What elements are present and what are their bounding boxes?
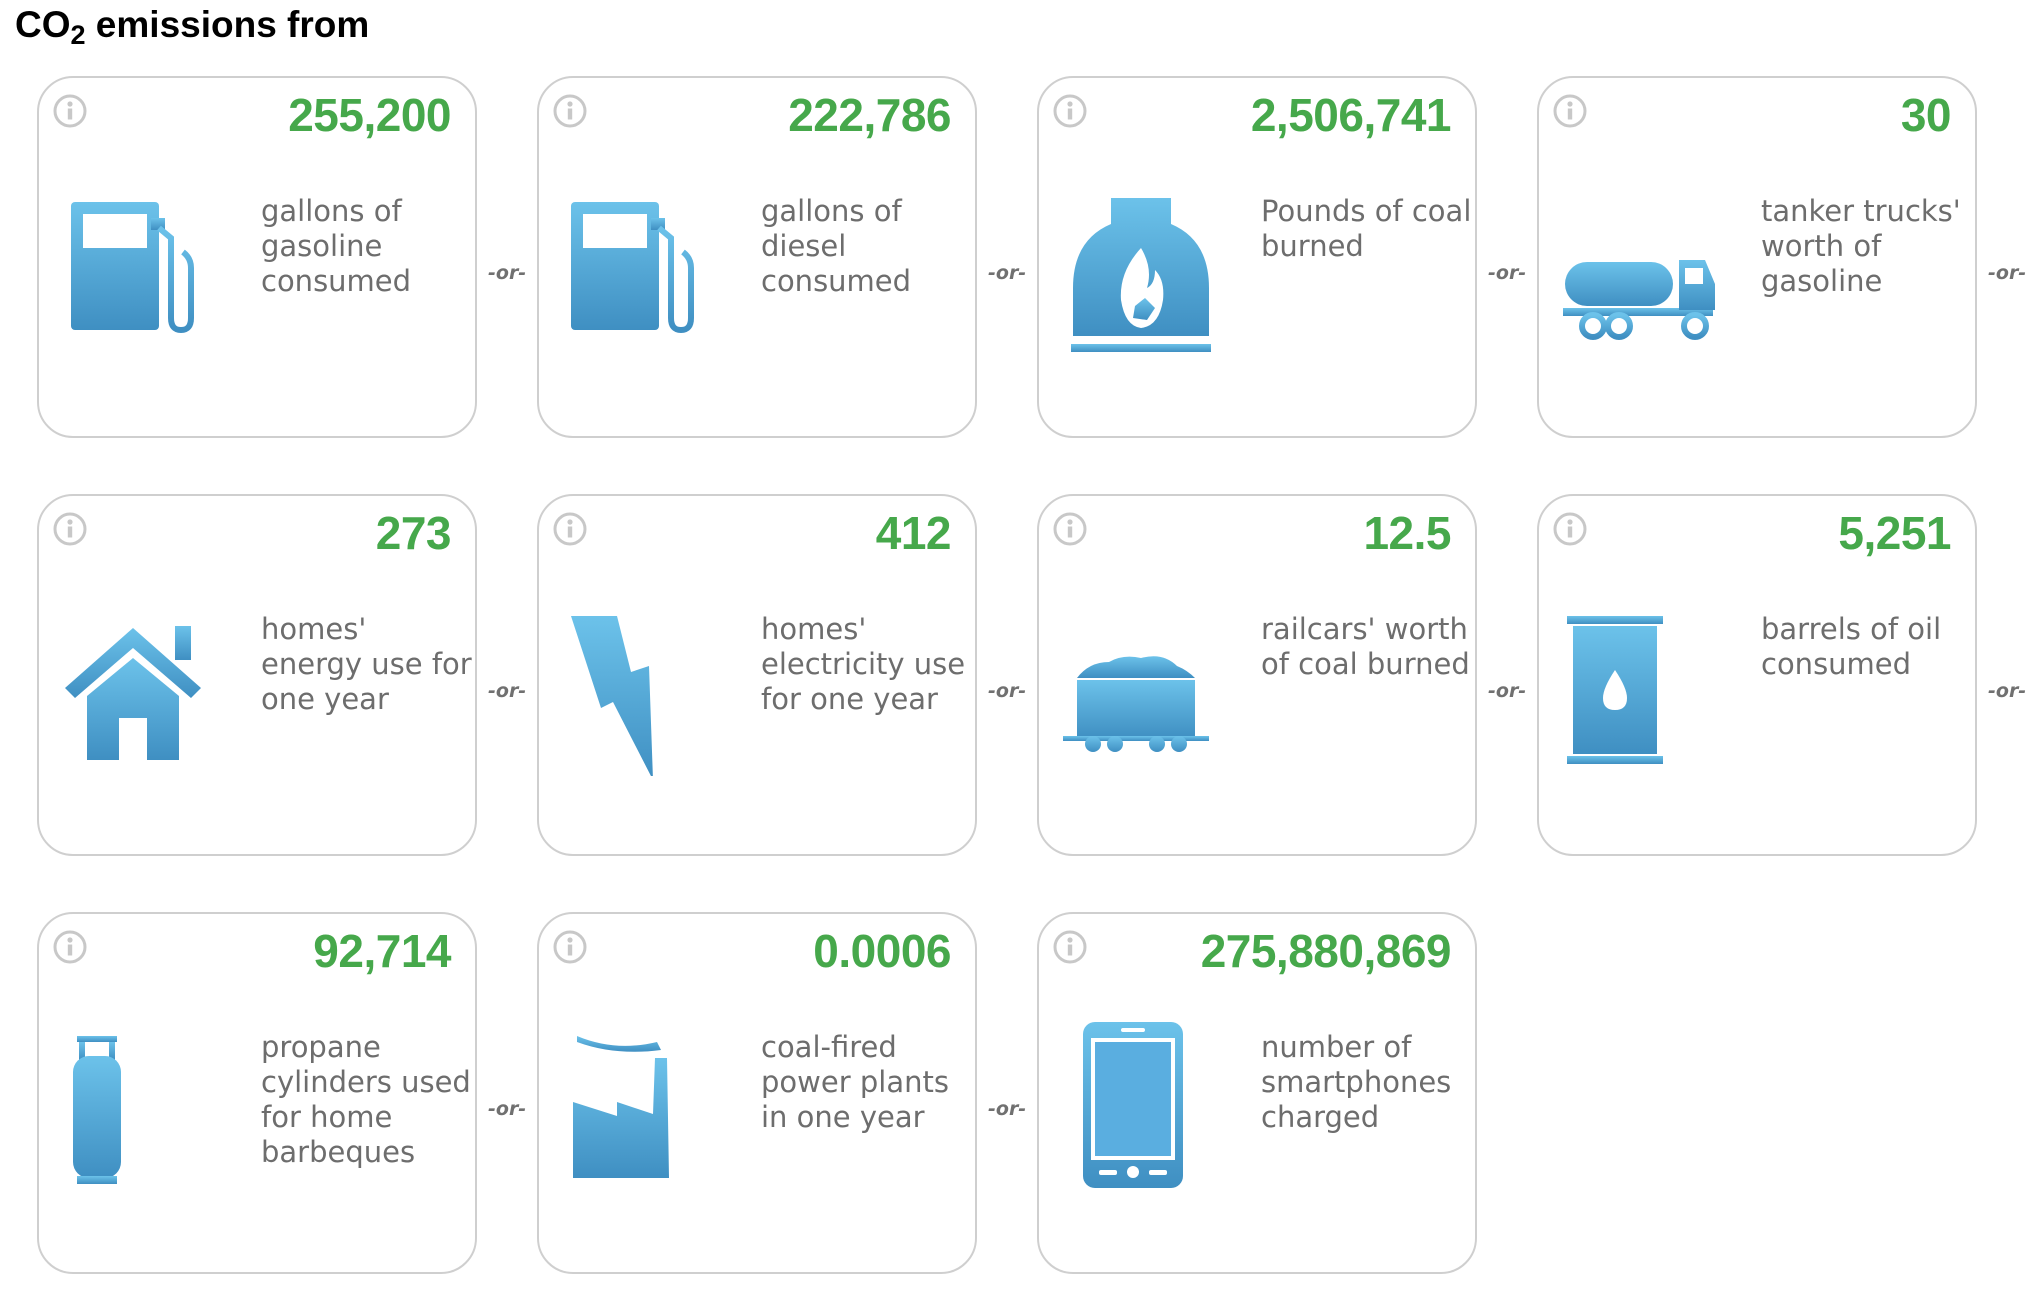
card-description: barrels of oil consumed (1761, 612, 1942, 681)
info-icon[interactable] (553, 512, 587, 546)
info-icon[interactable] (1553, 94, 1587, 128)
card-description: propane cylinders used for home barbeque… (261, 1030, 471, 1169)
power-plant-icon (573, 1036, 669, 1178)
info-icon[interactable] (553, 94, 587, 128)
or-separator: -or- (488, 262, 527, 284)
card-value: 30 (1900, 89, 1952, 141)
page-title: CO2 emissions from (15, 4, 370, 50)
card-description: homes' electricity use for one year (761, 612, 966, 716)
card-gasoline: 255,200 gallons of gasoline consumed (37, 76, 477, 438)
card-value: 0.0006 (813, 925, 951, 977)
card-description: coal-fired power plants in one year (761, 1030, 949, 1134)
card-description: railcars' worth of coal burned (1261, 612, 1470, 681)
gas-pump-icon (71, 202, 194, 334)
info-icon[interactable] (53, 512, 87, 546)
or-separator: -or- (1988, 262, 2027, 284)
card-description: Pounds of coal burned (1261, 194, 1472, 263)
diesel-pump-icon (571, 202, 694, 334)
card-description: gallons of diesel consumed (761, 194, 912, 298)
card-coal-burned: 2,506,741 Pounds of coal burned (1037, 76, 1477, 438)
card-power-plants: 0.0006 coal-fired power plants in one ye… (537, 912, 977, 1274)
card-description: gallons of gasoline consumed (261, 194, 412, 298)
coal-furnace-icon (1071, 198, 1211, 352)
or-separator: -or- (988, 262, 1027, 284)
card-smartphones: 275,880,869 number of smartphones charge… (1037, 912, 1477, 1274)
card-value: 255,200 (288, 89, 451, 141)
card-coal-railcars: 12.5 railcars' worth of coal burned (1037, 494, 1477, 856)
info-icon[interactable] (553, 930, 587, 964)
card-value: 275,880,869 (1200, 925, 1452, 977)
tanker-truck-icon (1563, 260, 1715, 340)
card-value: 92,714 (313, 925, 451, 977)
info-icon[interactable] (1053, 512, 1087, 546)
card-oil-barrels: 5,251 barrels of oil consumed (1537, 494, 1977, 856)
card-value: 222,786 (788, 89, 951, 141)
or-separator: -or- (488, 680, 527, 702)
or-separator: -or- (988, 1098, 1027, 1120)
card-description: tanker trucks' worth of gasoline (1761, 194, 1961, 298)
card-homes-electricity: 412 homes' electricity use for one year (537, 494, 977, 856)
or-separator: -or- (1488, 680, 1527, 702)
or-separator: -or- (1988, 680, 2027, 702)
card-value: 273 (375, 507, 452, 559)
info-icon[interactable] (1053, 930, 1087, 964)
house-icon (65, 626, 201, 760)
card-description: number of smartphones charged (1261, 1030, 1452, 1134)
card-description: homes' energy use for one year (261, 612, 472, 716)
card-value: 5,251 (1838, 507, 1951, 559)
card-tanker-trucks: 30 tanker trucks' worth of gasoline (1537, 76, 1977, 438)
info-icon[interactable] (53, 94, 87, 128)
info-icon[interactable] (1553, 512, 1587, 546)
info-icon[interactable] (53, 930, 87, 964)
lightning-bolt-icon (571, 616, 653, 776)
info-icon[interactable] (1053, 94, 1087, 128)
card-value: 412 (875, 507, 952, 559)
propane-cylinder-icon (73, 1036, 121, 1184)
or-separator: -or- (488, 1098, 527, 1120)
coal-railcar-icon (1063, 656, 1209, 752)
smartphone-icon (1083, 1022, 1183, 1188)
card-value: 2,506,741 (1250, 89, 1452, 141)
or-separator: -or- (1488, 262, 1527, 284)
oil-barrel-icon (1567, 616, 1663, 764)
card-value: 12.5 (1363, 507, 1451, 559)
card-diesel: 222,786 gallons of diesel consumed (537, 76, 977, 438)
card-propane-cylinders: 92,714 propane cylinders used for home b… (37, 912, 477, 1274)
or-separator: -or- (988, 680, 1027, 702)
card-homes-energy: 273 homes' energy use for one year (37, 494, 477, 856)
